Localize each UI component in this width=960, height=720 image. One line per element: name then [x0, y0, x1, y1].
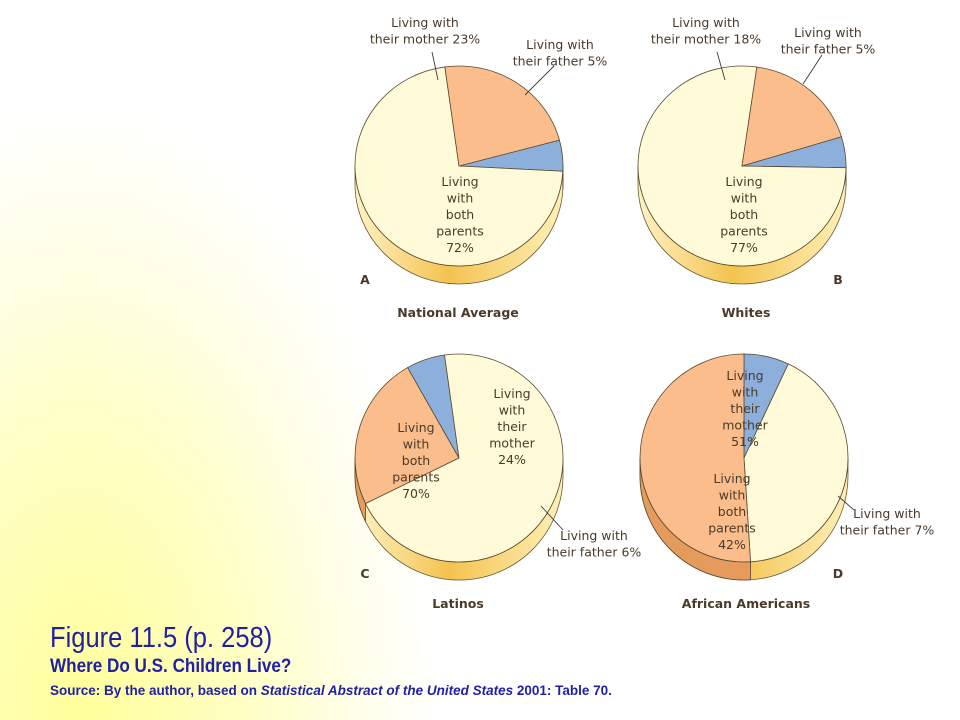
pie-rim-mother [354, 457, 366, 522]
leader-line-father [540, 505, 564, 531]
slice-label-mother: Living with their mother 24% [489, 386, 535, 467]
chart-title: National Average [397, 305, 519, 320]
slice-label-mother: Living with their mother 18% [651, 15, 761, 47]
pie-slice-both-parents [354, 66, 564, 267]
source-suffix: 2001: Table 70. [513, 683, 612, 698]
slice-label-both-parents: Living with both parents 77% [720, 174, 768, 255]
figure-source: Source: By the author, based on Statisti… [50, 683, 612, 698]
pie-slice-mother [444, 65, 560, 167]
source-title: Statistical Abstract of the United State… [260, 683, 514, 698]
leader-line-father [837, 495, 855, 511]
leader-line-mother [716, 51, 726, 81]
slice-label-father: Living with their father 7% [840, 506, 935, 538]
pie-slice-both-parents [364, 353, 564, 563]
slice-label-father: Living with their father 5% [781, 25, 876, 57]
figure-title: Figure 11.5 (p. 258) [50, 622, 273, 654]
pie-chart-b: Living with both parents 77% Living with their… [637, 15, 876, 320]
slice-label-father: Living with their father 6% [547, 528, 642, 560]
leader-line-father [802, 54, 823, 85]
pie-chart-a: Living with both parents 72% Living with their… [354, 15, 608, 320]
slice-label-mother: Living with their mother 51% [722, 368, 768, 449]
slice-label-both-parents: Living with both parents 72% [436, 174, 484, 255]
slice-label-both-parents: Living with both parents 42% [708, 471, 756, 552]
chart-letter: A [360, 272, 370, 287]
pie-chart-c: Living with both parents 70% Living with their m… [354, 353, 642, 611]
source-prefix: Source: By the author, based on [50, 683, 261, 698]
slice-label-father: Living with their father 5% [513, 37, 608, 69]
chart-title: African Americans [682, 596, 810, 611]
chart-title: Whites [722, 305, 771, 320]
chart-letter: C [360, 566, 369, 581]
pie-slice-both-parents [743, 363, 849, 563]
slice-label-mother: Living with their mother 23% [370, 15, 480, 47]
figure-subtitle: Where Do U.S. Children Live? [50, 656, 292, 677]
chart-title: Latinos [432, 596, 484, 611]
pie-chart-d: Living with both parents 42% Living with their m… [639, 353, 935, 611]
pie-rim-mother [639, 457, 751, 581]
pie-slice-mother [741, 66, 842, 167]
chart-letter: B [833, 272, 843, 287]
chart-letter: D [833, 566, 843, 581]
pie-slice-both-parents [637, 65, 847, 267]
slice-label-both-parents: Living with both parents 70% [392, 420, 440, 501]
leader-line-mother [431, 51, 439, 81]
leader-line-father [524, 65, 555, 96]
